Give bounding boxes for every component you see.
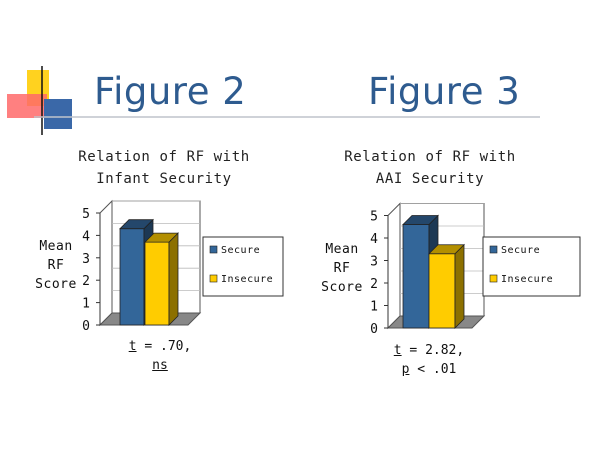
chart1-bar-top-secure bbox=[119, 219, 154, 230]
chart2-bar-top-secure bbox=[402, 215, 439, 225]
figure-3-heading: Figure 3 bbox=[368, 70, 521, 113]
chart2-ytick-label: 4 bbox=[370, 232, 378, 247]
figure-2-heading: Figure 2 bbox=[94, 70, 247, 113]
chart2-legend: Secure Insecure bbox=[482, 236, 581, 297]
chart1-ytick-label: 3 bbox=[82, 252, 90, 267]
chart2-legend-swatch-secure bbox=[489, 245, 498, 254]
chart1-bar-side-insecure bbox=[168, 232, 179, 326]
chart1-t-value: = .70, bbox=[136, 339, 192, 354]
chart2-t-value: = 2.82, bbox=[401, 343, 465, 358]
chart2-plot: 0 1 2 3 4 5 Mean RF Score Secure Insecure bbox=[321, 202, 581, 337]
chart1-legend-label-secure: Secure bbox=[221, 245, 260, 256]
chart2-title-line2: AAI Security bbox=[375, 171, 485, 187]
chart2-t-symbol: t bbox=[393, 343, 402, 358]
chart2-ytick-label: 1 bbox=[370, 300, 378, 315]
chart1-bar-secure bbox=[119, 228, 145, 326]
slide-decoration bbox=[7, 66, 540, 135]
chart1-legend-swatch-insecure bbox=[209, 274, 218, 283]
chart1-ylabel-line: Score bbox=[35, 277, 77, 292]
chart1-bar-top-insecure bbox=[144, 232, 179, 243]
chart1-ytick-label: 0 bbox=[82, 319, 90, 334]
chart1-ytick-label: 2 bbox=[82, 274, 90, 289]
chart2-legend-swatch-insecure bbox=[489, 274, 498, 283]
chart2-ylabel-line: Score bbox=[321, 280, 363, 295]
chart2-ylabel-line: RF bbox=[334, 261, 351, 276]
chart1-ytick-label: 5 bbox=[82, 207, 90, 222]
chart2-bar-insecure bbox=[428, 253, 456, 329]
chart2-ytick-label: 2 bbox=[370, 277, 378, 292]
deco-blue-square bbox=[44, 99, 72, 129]
chart2-bar-secure bbox=[402, 224, 430, 329]
chart1-ytick-label: 4 bbox=[82, 229, 90, 244]
chart2-bar-top-insecure bbox=[428, 244, 465, 255]
chart1-side-wall bbox=[99, 199, 113, 327]
chart2-legend-label-secure: Secure bbox=[501, 245, 540, 256]
chart1-legend-swatch-secure bbox=[209, 245, 218, 254]
chart1-significance: ns bbox=[152, 358, 168, 373]
chart1-legend: Secure Insecure bbox=[202, 236, 284, 297]
chart2-side-wall bbox=[387, 202, 401, 330]
chart2-legend-box bbox=[482, 236, 581, 297]
chart2-stats: t = 2.82, p < .01 bbox=[364, 341, 494, 379]
chart1-title-line1: Relation of RF with bbox=[78, 149, 250, 165]
chart2-title-line1: Relation of RF with bbox=[344, 149, 516, 165]
chart1-ylabel-line: Mean bbox=[39, 239, 72, 254]
chart2-p-symbol: p bbox=[401, 362, 410, 377]
chart1-plot: 0 1 2 3 4 5 Mean RF Score Secure Insecure bbox=[35, 199, 284, 334]
chart2-ytick-label: 0 bbox=[370, 322, 378, 337]
chart2-ylabel-line: Mean bbox=[325, 242, 358, 257]
chart2-ytick-label: 5 bbox=[370, 210, 378, 225]
chart1-legend-label-insecure: Insecure bbox=[221, 274, 273, 285]
chart1-title: Relation of RF with Infant Security bbox=[44, 146, 284, 190]
chart1-ytick-label: 1 bbox=[82, 297, 90, 312]
chart1-title-line2: Infant Security bbox=[96, 171, 232, 187]
chart2-legend-label-insecure: Insecure bbox=[501, 274, 553, 285]
chart2-title: Relation of RF with AAI Security bbox=[310, 146, 550, 190]
chart2-p-value: < .01 bbox=[409, 362, 457, 377]
chart1-stats: t = .70, ns bbox=[95, 337, 225, 375]
chart1-bar-insecure bbox=[144, 241, 170, 326]
chart1-t-symbol: t bbox=[128, 339, 137, 354]
chart2-bar-side-insecure bbox=[454, 243, 465, 329]
chart2-ytick-label: 3 bbox=[370, 255, 378, 270]
chart1-ylabel-line: RF bbox=[48, 258, 65, 273]
deco-red-gradient-square bbox=[7, 94, 47, 118]
